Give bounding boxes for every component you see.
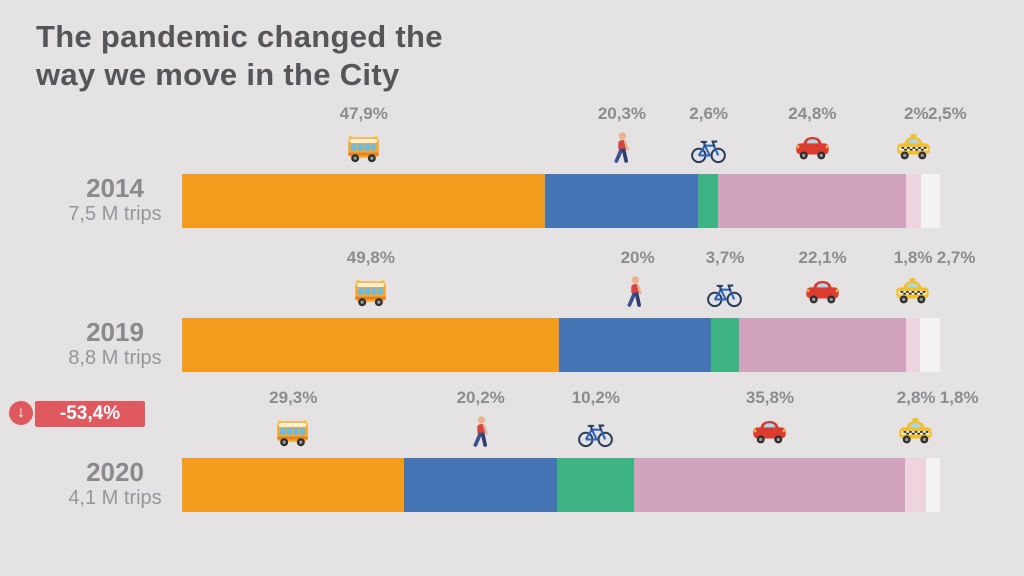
segment-percent-label: 24,8% [788,104,837,123]
bus-icon [351,271,391,311]
segment-percent-label: 29,3% [269,388,318,407]
segment-percent-label: 20,2% [456,388,505,407]
decline-badge: -53,4% [35,401,145,427]
segment-percent-label: 2,6% [689,104,729,123]
bar-segment-walk [544,174,699,228]
bus-icon [355,280,386,307]
bus-icon [273,411,313,451]
walking-person-icon [614,132,629,163]
bar-segment-bus [182,458,404,512]
car-icon [792,127,832,167]
bar-segment-taxi [905,458,927,512]
segment-percent-label: 1,8% [893,248,933,267]
bar-segment-car [738,318,906,372]
segment-percent-label: 47,9% [339,104,388,123]
trips-label: 4,1 M trips [68,487,162,509]
taxi-icon [896,411,936,451]
down-arrow-icon: ↓ [9,401,33,425]
year-label: 2020 [86,457,144,487]
segment-percent-label: 2,5% [927,104,967,123]
bar-segment-taxi [905,174,922,228]
bar-segment-car [634,458,906,512]
car-icon [753,420,786,444]
bus-icon [348,136,379,163]
stacked-bar [182,318,940,372]
bar-segment-other [921,174,940,228]
year-label: 2019 [86,317,144,347]
walking-person-icon [627,276,643,307]
segment-percent-label: 22,1% [798,248,847,267]
bicycle-icon [575,411,615,451]
segment-percent-label: 10,2% [571,388,620,407]
segment-percent-label: 20,3% [597,104,647,123]
bus-icon [343,127,383,167]
year-label: 2014 [86,173,144,203]
segment-percent-label: 2% [903,104,929,123]
segment-percent-label: 1,8% [939,388,979,407]
bar-segment-bike [556,458,635,512]
bus-icon [277,420,309,447]
page-title-line1: The pandemic changed the [36,19,443,54]
walking-person-icon [473,416,488,447]
bicycle-icon [690,140,726,164]
car-icon [806,280,839,304]
page-title-line2: way we move in the City [36,57,400,92]
segment-percent-label: 35,8% [745,388,795,407]
bar-segment-other [919,318,940,372]
walking-person-icon [615,271,655,311]
bar-segment-bike [710,318,739,372]
stacked-bar [182,174,940,228]
car-icon [802,271,842,311]
taxi-icon [899,418,932,444]
year-block: 2020 4,1 M trips [31,459,199,510]
segment-percent-label: 20% [620,248,655,267]
segment-percent-label: 3,7% [705,248,745,267]
bicycle-icon [688,127,728,167]
bar-segment-walk [559,318,711,372]
bicycle-icon [578,424,613,448]
segment-percent-label: 2,8% [896,388,936,407]
bicycle-icon [707,284,742,308]
year-block: 2014 7,5 M trips [31,175,199,226]
car-icon [795,136,829,160]
stacked-bar [182,458,940,512]
segment-percent-label: 49,8% [346,248,395,267]
bar-segment-bike [698,174,719,228]
car-icon [750,411,790,451]
walking-person-icon [460,411,500,451]
taxi-icon [893,127,933,167]
taxi-icon [897,134,930,160]
trips-label: 8,8 M trips [68,347,162,369]
bar-segment-taxi [905,318,920,372]
bar-segment-bus [182,174,545,228]
trips-label: 7,5 M trips [68,203,162,225]
page-title: The pandemic changed the way we move in t… [36,18,443,94]
bar-segment-car [718,174,906,228]
segment-percent-label: 2,7% [936,248,976,267]
bar-segment-walk [403,458,557,512]
year-block: 2019 8,8 M trips [31,319,199,370]
taxi-icon [896,278,929,304]
bar-segment-other [926,458,940,512]
bicycle-icon [705,271,745,311]
walking-person-icon [602,127,642,167]
taxi-icon [893,271,933,311]
bar-segment-bus [182,318,560,372]
